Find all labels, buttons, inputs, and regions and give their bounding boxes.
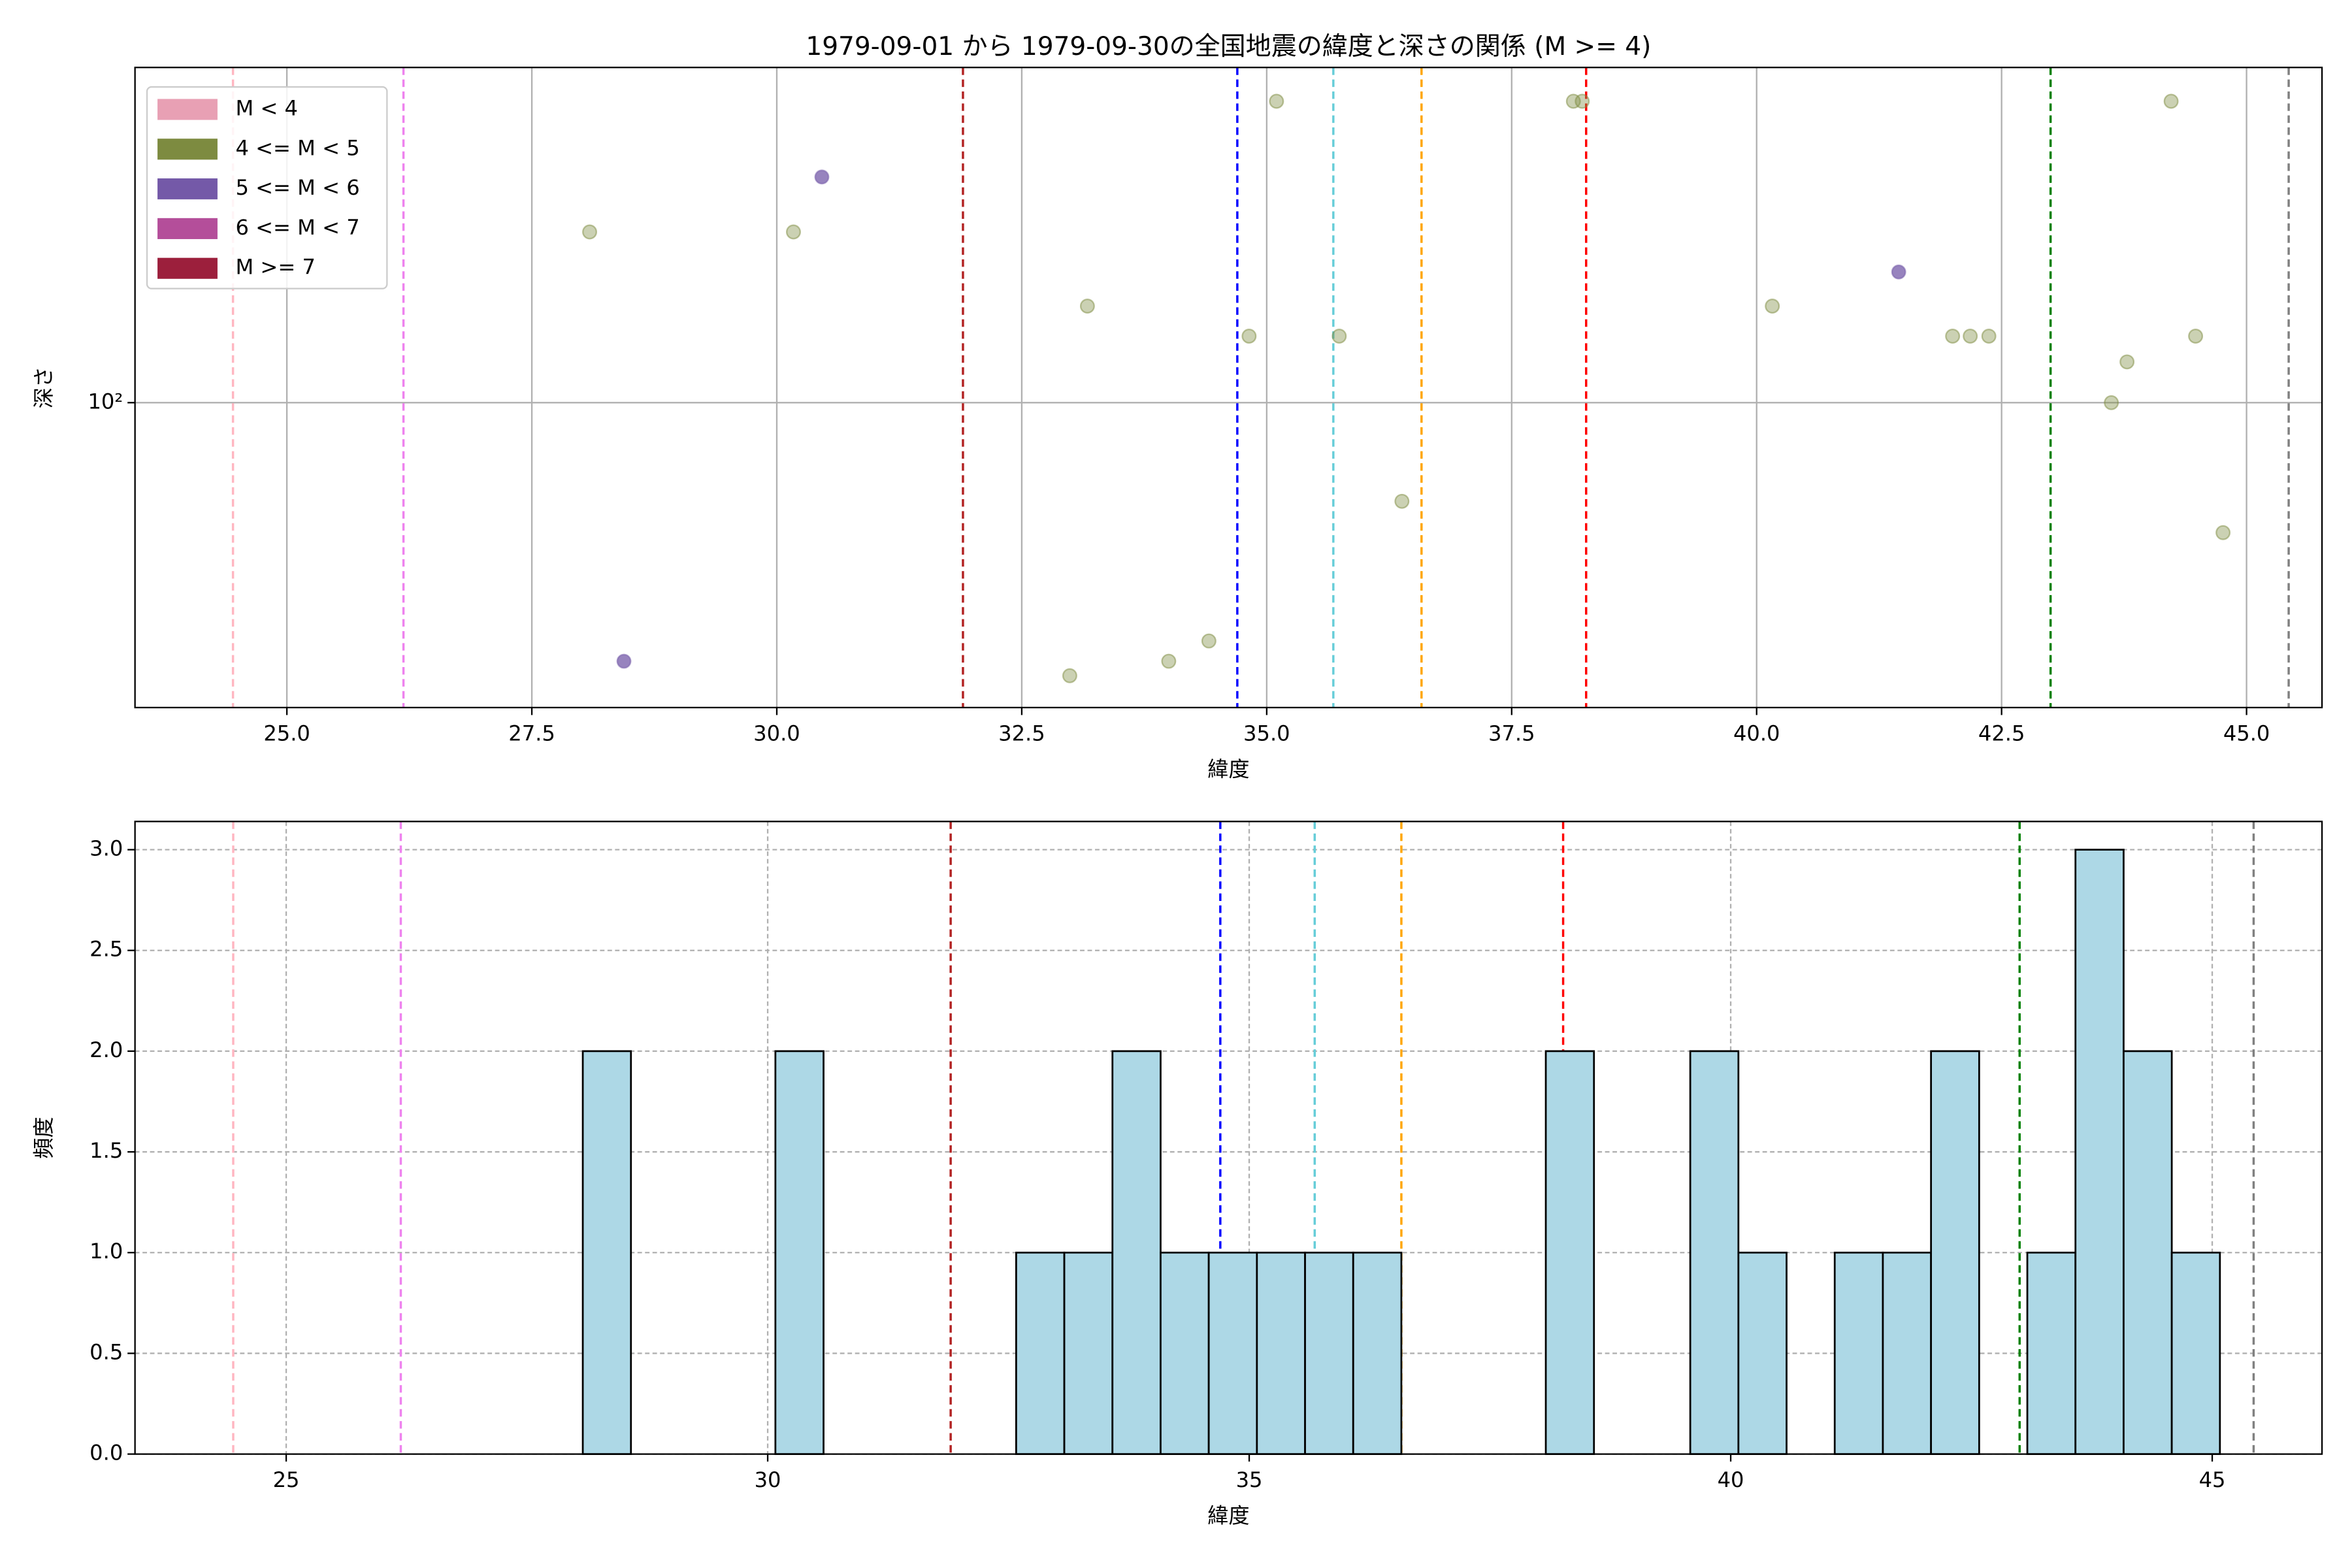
legend-swatch xyxy=(157,99,218,120)
legend-label: M >= 7 xyxy=(235,255,315,280)
chart-title: 1979-09-01 から 1979-09-30の全国地震の緯度と深さの関係 (… xyxy=(806,32,1651,61)
bar xyxy=(1063,1251,1114,1455)
point xyxy=(1963,329,1978,344)
point xyxy=(785,224,801,240)
x-tick-label: 30 xyxy=(755,1467,781,1492)
point xyxy=(1765,299,1780,314)
legend-swatch xyxy=(157,139,218,160)
bar xyxy=(2074,849,2125,1455)
bar xyxy=(2170,1251,2221,1455)
point xyxy=(582,224,597,240)
y-tick-label: 10² xyxy=(88,389,123,414)
bar xyxy=(2123,1050,2173,1455)
y-tick-label: 0.5 xyxy=(90,1339,123,1364)
x-tick-label: 42.5 xyxy=(1978,721,2025,745)
x-axis-label: 緯度 xyxy=(1207,1503,1249,1528)
y-axis-label: 深さ xyxy=(31,367,56,408)
x-tick-label: 27.5 xyxy=(508,721,555,745)
x-tick-label: 45.0 xyxy=(2223,721,2270,745)
bar xyxy=(1160,1251,1210,1455)
bar xyxy=(1256,1251,1306,1455)
bar xyxy=(1111,1050,1162,1455)
x-tick-label: 30.0 xyxy=(753,721,800,745)
y-tick-label: 2.5 xyxy=(90,937,123,962)
bar xyxy=(1737,1251,1788,1455)
plot-frame xyxy=(134,821,2323,1455)
y-tick-label: 0.0 xyxy=(90,1441,123,1465)
x-tick-label: 35.0 xyxy=(1243,721,1290,745)
bar xyxy=(2026,1251,2077,1455)
x-tick-label: 25 xyxy=(273,1467,300,1492)
point xyxy=(2215,525,2231,540)
point xyxy=(1241,329,1257,344)
point xyxy=(2104,395,2119,410)
bar xyxy=(1207,1251,1258,1455)
x-tick-label: 32.5 xyxy=(998,721,1045,745)
y-tick-label: 3.0 xyxy=(90,836,123,861)
x-tick-label: 45 xyxy=(2199,1467,2226,1492)
bar xyxy=(581,1050,632,1455)
x-tick-label: 37.5 xyxy=(1488,721,1535,745)
bar xyxy=(1689,1050,1740,1455)
point xyxy=(1394,493,1410,509)
legend-label: 6 <= M < 7 xyxy=(235,215,359,240)
bar xyxy=(1930,1050,1980,1455)
point xyxy=(1269,93,1284,109)
point xyxy=(1161,653,1177,669)
x-tick-label: 25.0 xyxy=(263,721,310,745)
bar xyxy=(1352,1251,1403,1455)
point xyxy=(814,169,830,185)
bar xyxy=(774,1050,825,1455)
bar xyxy=(1544,1050,1595,1455)
point xyxy=(2119,354,2135,370)
point xyxy=(1891,264,1906,280)
bar xyxy=(1015,1251,1066,1455)
bar xyxy=(1882,1251,1933,1455)
x-axis-label: 緯度 xyxy=(1207,757,1249,781)
legend-label: 4 <= M < 5 xyxy=(235,135,359,160)
point xyxy=(1331,329,1347,344)
legend-label: M < 4 xyxy=(235,96,298,121)
legend-swatch xyxy=(157,257,218,279)
y-tick-label: 2.0 xyxy=(90,1037,123,1062)
point xyxy=(616,653,632,669)
point xyxy=(1079,299,1095,314)
legend-swatch xyxy=(157,178,218,200)
x-tick-label: 40 xyxy=(1718,1467,1744,1492)
y-tick-label: 1.0 xyxy=(90,1239,123,1264)
bar xyxy=(1833,1251,1884,1455)
legend-label: 5 <= M < 6 xyxy=(235,175,359,200)
point xyxy=(1201,633,1217,649)
point xyxy=(2163,93,2179,109)
legend-swatch xyxy=(157,218,218,239)
y-tick-label: 1.5 xyxy=(90,1138,123,1163)
point xyxy=(1062,668,1077,683)
point xyxy=(1945,329,1961,344)
x-tick-label: 35 xyxy=(1236,1467,1263,1492)
point xyxy=(2188,329,2204,344)
x-tick-label: 40.0 xyxy=(1733,721,1780,745)
plot-frame xyxy=(134,67,2323,709)
point xyxy=(1575,93,1590,109)
bar xyxy=(1304,1251,1354,1455)
y-axis-label: 頻度 xyxy=(31,1117,56,1158)
point xyxy=(1981,329,1997,344)
